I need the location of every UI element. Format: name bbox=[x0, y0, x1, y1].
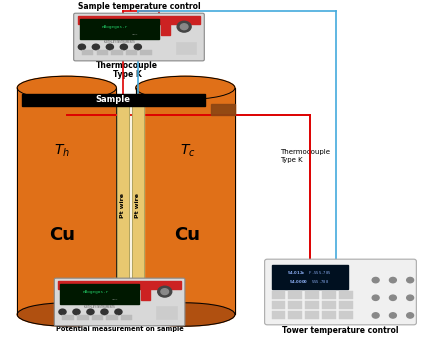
Circle shape bbox=[101, 309, 108, 315]
Text: Tower temperature control: Tower temperature control bbox=[282, 326, 398, 335]
Bar bbox=[126, 50, 137, 55]
Text: Pt wire: Pt wire bbox=[120, 193, 125, 218]
Bar bbox=[60, 284, 139, 304]
Bar bbox=[271, 291, 285, 299]
Circle shape bbox=[389, 277, 396, 283]
Text: Pt wire: Pt wire bbox=[135, 193, 140, 218]
Text: nBogegos.r: nBogegos.r bbox=[83, 290, 109, 294]
Bar bbox=[304, 311, 318, 319]
Text: $T_h$: $T_h$ bbox=[54, 143, 71, 159]
Circle shape bbox=[389, 313, 396, 318]
Circle shape bbox=[106, 44, 113, 50]
Bar bbox=[140, 50, 151, 55]
Circle shape bbox=[120, 44, 127, 50]
Circle shape bbox=[134, 44, 141, 50]
Bar bbox=[338, 301, 352, 309]
Ellipse shape bbox=[135, 303, 234, 326]
Circle shape bbox=[115, 309, 122, 315]
Text: Sample: Sample bbox=[95, 95, 130, 104]
Bar bbox=[211, 104, 234, 115]
Bar bbox=[96, 50, 108, 55]
Text: $\bf{54.012c}$  F-555-785: $\bf{54.012c}$ F-555-785 bbox=[287, 269, 331, 276]
Circle shape bbox=[406, 295, 413, 300]
Bar bbox=[304, 291, 318, 299]
Text: ~~~: ~~~ bbox=[112, 298, 118, 302]
FancyBboxPatch shape bbox=[74, 13, 204, 61]
Circle shape bbox=[372, 313, 378, 318]
Circle shape bbox=[389, 295, 396, 300]
Bar bbox=[121, 315, 132, 320]
Text: Type K: Type K bbox=[280, 157, 302, 163]
Bar bbox=[160, 19, 169, 35]
Bar bbox=[82, 50, 93, 55]
Circle shape bbox=[406, 313, 413, 318]
Circle shape bbox=[372, 277, 378, 283]
Circle shape bbox=[160, 289, 168, 295]
Circle shape bbox=[73, 309, 80, 315]
Ellipse shape bbox=[17, 76, 116, 99]
Bar bbox=[117, 101, 129, 309]
Bar bbox=[321, 311, 335, 319]
Bar bbox=[77, 17, 200, 25]
Text: Type K: Type K bbox=[113, 69, 141, 79]
Text: KEITHLEY INSTRUMENTS: KEITHLEY INSTRUMENTS bbox=[104, 40, 134, 44]
Text: $\bf{54.0000}$  555.788: $\bf{54.0000}$ 555.788 bbox=[289, 278, 329, 285]
Bar bbox=[92, 315, 103, 320]
Bar bbox=[111, 50, 122, 55]
Circle shape bbox=[157, 286, 171, 297]
Bar bbox=[77, 315, 88, 320]
Text: Thermocouple: Thermocouple bbox=[280, 149, 329, 155]
Ellipse shape bbox=[17, 303, 116, 326]
Circle shape bbox=[87, 309, 94, 315]
Bar bbox=[321, 301, 335, 309]
Text: ~~~: ~~~ bbox=[132, 33, 138, 37]
Bar bbox=[288, 311, 301, 319]
Bar bbox=[321, 291, 335, 299]
Text: Cu: Cu bbox=[49, 225, 75, 244]
Circle shape bbox=[406, 277, 413, 283]
Bar bbox=[338, 291, 352, 299]
Text: Sample temperature control: Sample temperature control bbox=[77, 2, 200, 11]
Bar bbox=[80, 19, 158, 39]
FancyBboxPatch shape bbox=[264, 259, 415, 325]
Bar bbox=[132, 101, 144, 309]
Bar bbox=[271, 301, 285, 309]
Bar bbox=[117, 101, 129, 309]
Text: $T_c$: $T_c$ bbox=[179, 143, 195, 159]
Text: nBogegos.r: nBogegos.r bbox=[102, 25, 128, 29]
Bar bbox=[271, 311, 285, 319]
Text: Thermocouple: Thermocouple bbox=[96, 61, 158, 69]
Bar bbox=[22, 94, 204, 106]
Bar bbox=[288, 291, 301, 299]
Bar bbox=[288, 301, 301, 309]
Bar bbox=[62, 315, 74, 320]
Bar bbox=[271, 266, 347, 289]
FancyBboxPatch shape bbox=[54, 278, 184, 326]
Circle shape bbox=[59, 309, 66, 315]
Ellipse shape bbox=[135, 76, 234, 99]
Bar bbox=[141, 284, 150, 300]
Text: KEITHLEY INSTRUMENTS: KEITHLEY INSTRUMENTS bbox=[84, 305, 115, 309]
Bar bbox=[58, 281, 181, 289]
Circle shape bbox=[372, 295, 378, 300]
Bar bbox=[156, 306, 176, 319]
Text: Potential measurement on sample: Potential measurement on sample bbox=[55, 326, 183, 332]
Text: Cu: Cu bbox=[174, 225, 200, 244]
Bar bbox=[135, 88, 234, 314]
Bar bbox=[106, 315, 117, 320]
Bar bbox=[304, 301, 318, 309]
Bar bbox=[338, 311, 352, 319]
Circle shape bbox=[180, 24, 187, 30]
Bar bbox=[175, 41, 196, 54]
Bar bbox=[132, 101, 144, 309]
Bar bbox=[17, 88, 116, 314]
Circle shape bbox=[177, 21, 190, 32]
Circle shape bbox=[78, 44, 85, 50]
Circle shape bbox=[92, 44, 99, 50]
